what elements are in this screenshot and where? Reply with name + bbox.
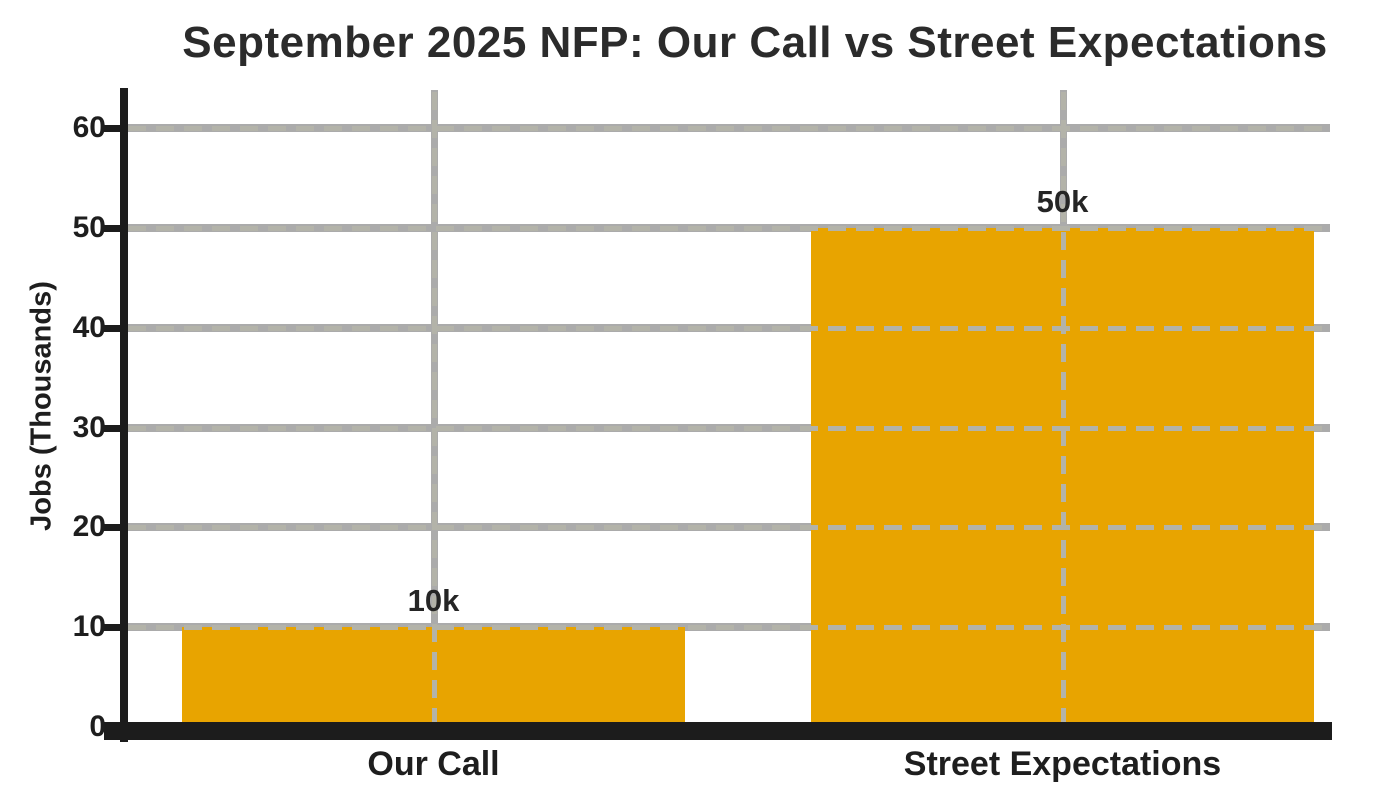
y-tick-mark <box>103 325 125 332</box>
y-tick-mark <box>103 125 125 132</box>
x-category-label: Street Expectations <box>903 745 1222 783</box>
y-tick-mark <box>103 425 125 432</box>
h-gridline-dashed <box>128 126 1330 131</box>
y-tick-mark <box>103 624 125 631</box>
bar-value-label: 50k <box>1036 184 1089 219</box>
v-gridline-dashed <box>1060 92 1066 722</box>
x-axis-spine <box>104 722 1332 740</box>
y-tick-mark <box>103 225 125 232</box>
h-gridline-dashed <box>128 326 1330 331</box>
x-category-label: Our Call <box>367 745 500 783</box>
y-tick-label: 50 <box>72 211 106 244</box>
y-tick-label: 10 <box>72 610 106 643</box>
y-tick-label: 20 <box>72 510 106 543</box>
y-tick-label: 40 <box>72 311 106 344</box>
y-tick-label: 60 <box>72 111 106 144</box>
h-gridline-dashed <box>128 426 1330 431</box>
v-gridline-dashed <box>431 92 437 722</box>
y-tick-label: 30 <box>72 411 106 444</box>
y-tick-label: 0 <box>89 710 106 743</box>
h-gridline-dashed <box>128 226 1330 231</box>
h-gridline-dashed <box>128 625 1330 630</box>
h-gridline-dashed <box>128 525 1330 530</box>
y-axis-spine <box>120 88 128 742</box>
bar-value-label: 10k <box>407 583 460 618</box>
y-tick-mark <box>103 524 125 531</box>
chart-title: September 2025 NFP: Our Call vs Street E… <box>182 18 1328 67</box>
